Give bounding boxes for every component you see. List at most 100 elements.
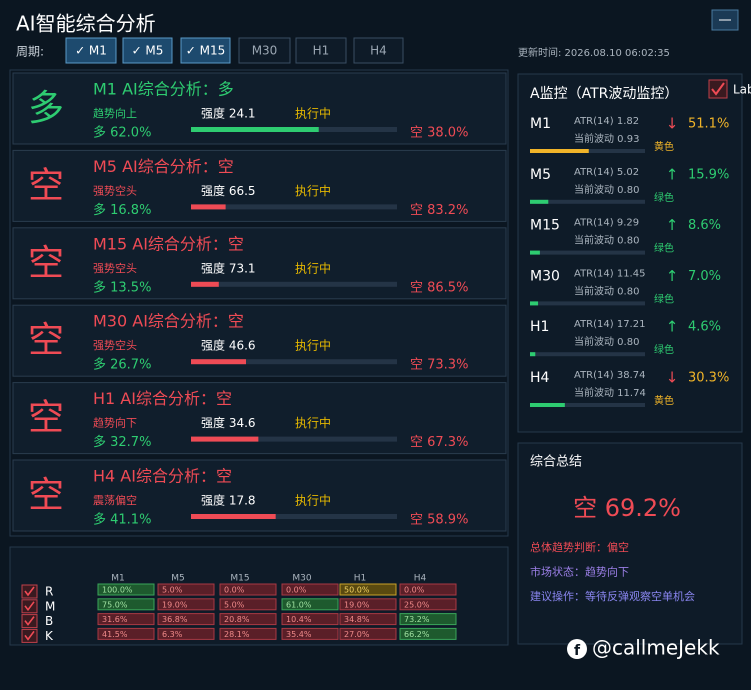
bar-track (530, 403, 645, 407)
status: 执行中 (295, 493, 331, 508)
long-bar (191, 127, 319, 132)
matrix-cell (281, 583, 339, 596)
color-name: 绿色 (654, 292, 674, 305)
long-ratio: 多 16.8% (93, 202, 151, 218)
cell-value: 50.0% (344, 586, 370, 595)
facebook-icon (567, 639, 587, 659)
row-checkbox[interactable] (21, 584, 38, 599)
period-label: ✓ M15 (186, 44, 226, 58)
row-checkbox[interactable] (21, 614, 38, 629)
matrix-cell (399, 627, 457, 640)
summary-line: 总体趋势判断：偏空 (530, 540, 629, 554)
cell-value: 19.0% (344, 600, 370, 609)
long-ratio: 多 41.1% (93, 512, 151, 528)
volatility-bar (530, 403, 565, 407)
period-label: ✓ M1 (75, 44, 107, 58)
analysis-card (12, 149, 507, 222)
arrow: ↑ (666, 165, 679, 183)
matrix-cell (219, 627, 277, 640)
long-bar (191, 281, 219, 287)
period-button[interactable] (65, 37, 117, 64)
period-button[interactable] (180, 37, 231, 64)
row-label: K (45, 629, 54, 643)
timeframe: M5 (530, 167, 551, 183)
card-title: M1 AI综合分析：多 (93, 80, 234, 99)
status: 执行中 (295, 338, 331, 353)
trend: 震荡偏空 (93, 493, 137, 507)
column-header: M30 (292, 574, 311, 584)
timeframe: M15 (530, 218, 560, 234)
cell-value: 0.0% (224, 586, 245, 595)
period-button[interactable] (353, 37, 404, 64)
long-bar (191, 204, 226, 210)
cell-value: 27.0% (344, 630, 370, 639)
card-title: H1 AI综合分析：空 (93, 389, 232, 408)
period-button[interactable] (122, 37, 173, 64)
column-header: H1 (354, 574, 367, 584)
color-name: 绿色 (654, 242, 674, 255)
cell-value: 34.8% (344, 615, 370, 624)
signal: 空 (28, 165, 64, 206)
matrix-cell (219, 583, 277, 596)
cell-value: 6.3% (162, 630, 183, 639)
column-header: H4 (414, 574, 427, 584)
color-name: 绿色 (654, 343, 674, 356)
change: 30.3% (688, 371, 729, 386)
lab-checkbox[interactable] (708, 79, 728, 99)
card-title: H4 AI综合分析：空 (93, 467, 232, 486)
strength: 强度 73.1 (201, 260, 256, 275)
trend: 强势空头 (93, 338, 137, 352)
change: 15.9% (688, 167, 729, 182)
summary-line: 市场状态：趋势向下 (530, 565, 629, 579)
volatility: 当前波动 0.80 (574, 234, 639, 247)
matrix-cell (157, 583, 215, 596)
change: 51.1% (688, 117, 729, 132)
atr: ATR(14) 11.45 (574, 268, 645, 279)
arrow: ↑ (666, 216, 679, 234)
bar-track (530, 352, 645, 357)
period-label: H4 (370, 44, 387, 58)
row-checkbox[interactable] (21, 599, 38, 614)
matrix-cell (157, 613, 215, 626)
analysis-card (12, 304, 507, 377)
bar-track (191, 436, 397, 442)
matrix-cell (219, 613, 277, 626)
cell-value: 61.0% (286, 600, 312, 609)
status: 执行中 (295, 415, 331, 430)
volatility-bar (530, 352, 536, 357)
status: 执行中 (295, 106, 331, 121)
cell-value: 19.0% (162, 600, 188, 609)
atr: ATR(14) 38.74 (574, 370, 645, 381)
strength: 强度 17.8 (201, 493, 256, 508)
cell-value: 100.0% (102, 586, 133, 595)
summary-line: 建议操作：等待反弹观察空单机会 (530, 589, 695, 603)
signal: 空 (28, 475, 64, 516)
period-label: M30 (252, 44, 278, 58)
period-button[interactable] (295, 37, 347, 64)
analysis-card (12, 459, 507, 532)
strength: 强度 24.1 (201, 106, 256, 121)
column-header: M5 (171, 574, 185, 584)
strength: 强度 34.6 (201, 415, 256, 430)
row-checkbox[interactable] (21, 628, 38, 643)
short-ratio: 空 73.3% (410, 358, 468, 373)
atr: ATR(14) 17.21 (574, 319, 645, 330)
atr: ATR(14) 5.02 (574, 167, 639, 178)
volatility-bar (530, 199, 549, 204)
bar-track (191, 359, 397, 365)
arrow: ↓ (666, 369, 679, 387)
cards-panel (9, 69, 509, 537)
update-time: 更新时间: 2026.08.10 06:02:35 (518, 46, 670, 59)
change: 8.6% (688, 218, 721, 233)
period-button[interactable] (238, 37, 291, 64)
short-ratio: 空 67.3% (410, 435, 468, 450)
signal: 空 (28, 243, 64, 284)
volatility-bar (530, 250, 540, 255)
short-ratio: 空 86.5% (410, 280, 468, 295)
volatility-bar (530, 149, 589, 153)
signal: 多 (28, 88, 64, 129)
check-icon (24, 616, 35, 626)
cell-value: 5.0% (224, 600, 245, 609)
timeframe: H1 (530, 319, 549, 335)
